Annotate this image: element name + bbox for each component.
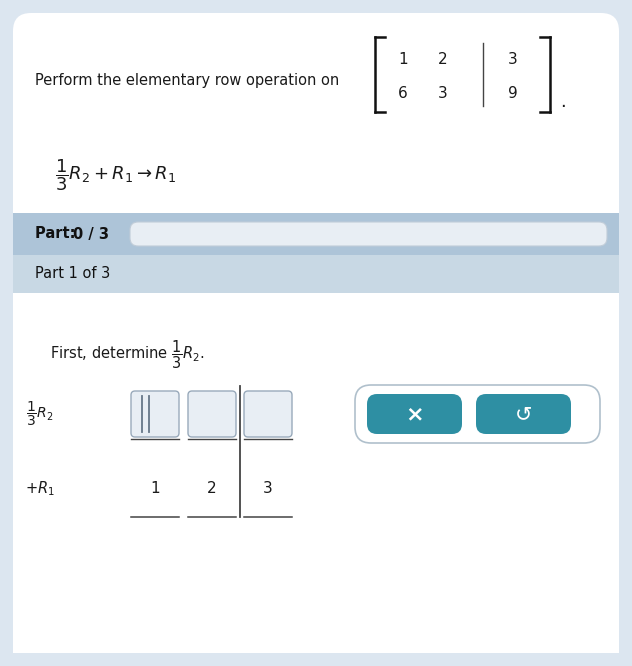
- Text: Part:: Part:: [35, 226, 81, 242]
- Text: ×: ×: [405, 404, 424, 424]
- FancyBboxPatch shape: [130, 222, 607, 246]
- Text: 2: 2: [207, 482, 217, 496]
- Text: .: .: [560, 93, 566, 111]
- FancyBboxPatch shape: [367, 394, 462, 434]
- FancyBboxPatch shape: [476, 394, 571, 434]
- Text: $\dfrac{1}{3}R_2 + R_1 \rightarrow R_1$: $\dfrac{1}{3}R_2 + R_1 \rightarrow R_1$: [55, 157, 176, 193]
- Text: $+R_1$: $+R_1$: [25, 480, 55, 498]
- FancyBboxPatch shape: [131, 391, 179, 437]
- Text: 3: 3: [263, 482, 273, 496]
- Text: 9: 9: [508, 87, 518, 101]
- FancyBboxPatch shape: [244, 391, 292, 437]
- Text: 2: 2: [438, 51, 448, 67]
- Text: Part 1 of 3: Part 1 of 3: [35, 266, 110, 282]
- Text: Perform the elementary row operation on: Perform the elementary row operation on: [35, 73, 339, 87]
- Text: 3: 3: [438, 87, 448, 101]
- Text: 1: 1: [398, 51, 408, 67]
- FancyBboxPatch shape: [13, 255, 619, 293]
- FancyBboxPatch shape: [13, 13, 619, 653]
- FancyBboxPatch shape: [188, 391, 236, 437]
- Text: $\dfrac{1}{3}R_2$: $\dfrac{1}{3}R_2$: [27, 400, 54, 428]
- Text: 1: 1: [150, 482, 160, 496]
- Text: ↺: ↺: [514, 404, 532, 424]
- Text: 6: 6: [398, 87, 408, 101]
- Text: 3: 3: [508, 51, 518, 67]
- FancyBboxPatch shape: [355, 385, 600, 443]
- Text: 0 / 3: 0 / 3: [73, 226, 109, 242]
- FancyBboxPatch shape: [13, 293, 619, 653]
- FancyBboxPatch shape: [13, 213, 619, 255]
- Text: First, determine $\dfrac{1}{3}R_2$.: First, determine $\dfrac{1}{3}R_2$.: [50, 339, 205, 371]
